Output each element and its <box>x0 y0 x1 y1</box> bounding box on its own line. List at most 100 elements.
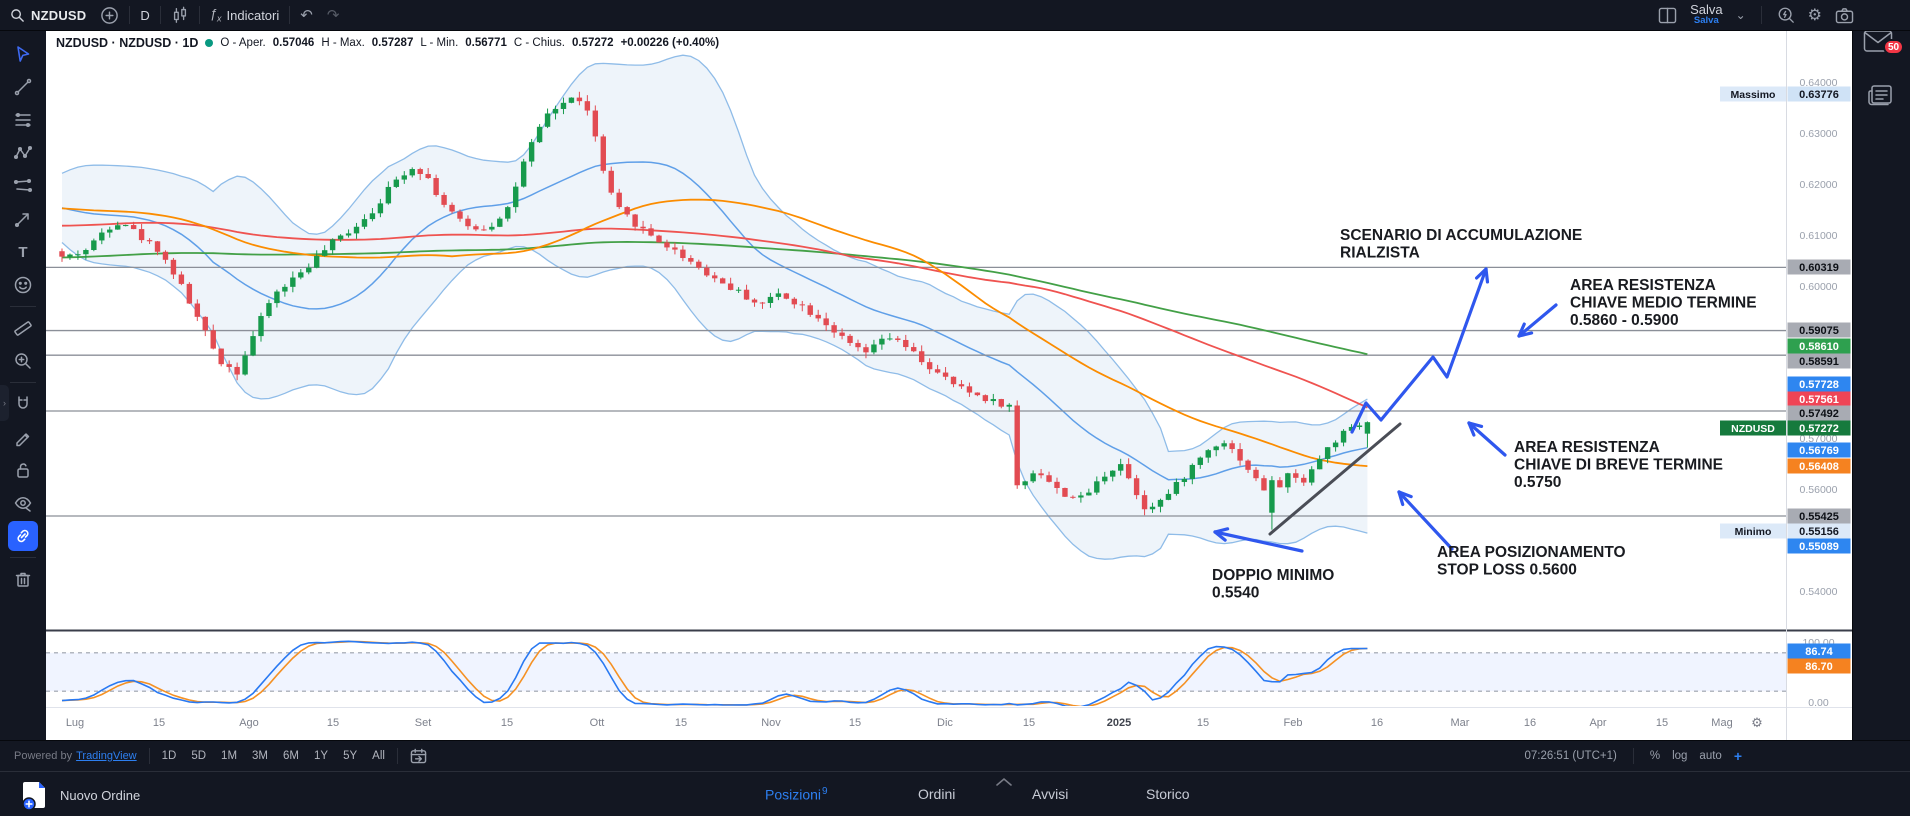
x-axis-label[interactable]: 15 <box>327 717 339 729</box>
candle <box>154 241 161 252</box>
range-5y-button[interactable]: 5Y <box>343 750 358 762</box>
annotation-resistenza-medio-termine[interactable]: 0.5860 - 0.5900 <box>1570 312 1679 329</box>
arrow-stop-loss[interactable] <box>1397 490 1454 551</box>
arrow-medio-termine[interactable] <box>1517 303 1558 338</box>
sync-link-tool-icon[interactable] <box>8 521 38 551</box>
price-label-text: 0.55089 <box>1799 541 1839 553</box>
range-1m-button[interactable]: 1M <box>221 750 238 762</box>
annotation-doppio-minimo[interactable]: 0.5540 <box>1212 585 1259 602</box>
tradingview-link[interactable]: TradingView <box>76 750 137 762</box>
undo-icon[interactable]: ↶ <box>300 7 313 24</box>
chevron-down-icon[interactable]: ⌄ <box>1735 8 1746 22</box>
lock-tool-icon[interactable] <box>8 455 38 485</box>
candle <box>1014 405 1020 486</box>
annotation-resistenza-breve-termine[interactable]: CHIAVE DI BREVE TERMINE <box>1514 457 1723 474</box>
annotation-resistenza-medio-termine[interactable]: CHIAVE MEDIO TERMINE <box>1570 295 1757 312</box>
arrow-breve-termine[interactable] <box>1467 421 1507 457</box>
settings-gear-icon[interactable]: ⚙ <box>1807 7 1822 24</box>
range-1y-button[interactable]: 1Y <box>314 750 329 762</box>
zoom-in-tool-icon[interactable] <box>8 346 38 376</box>
x-axis-label[interactable]: 15 <box>675 717 687 729</box>
search-icon[interactable] <box>10 8 25 23</box>
range-5d-button[interactable]: 5D <box>191 750 207 762</box>
x-axis-label[interactable]: Feb <box>1284 717 1303 729</box>
x-axis-label[interactable]: 15 <box>1023 717 1035 729</box>
zigzag-rialzista[interactable] <box>1350 267 1490 434</box>
tab-avvisi[interactable]: Avvisi <box>1032 786 1069 802</box>
range-all-button[interactable]: All <box>372 750 385 762</box>
timeframe-button[interactable]: D <box>140 7 150 23</box>
candle <box>75 254 81 256</box>
range-6m-button[interactable]: 6M <box>283 750 299 762</box>
trendline-tool-icon[interactable] <box>8 72 38 102</box>
cursor-tool-icon[interactable] <box>8 39 38 69</box>
magnet-tool-icon[interactable] <box>8 389 38 419</box>
draw-lock-tool-icon[interactable] <box>8 422 38 452</box>
trendline-drawing[interactable] <box>1268 422 1402 536</box>
x-axis-label[interactable]: 15 <box>849 717 861 729</box>
adjust-scale-icon[interactable]: + <box>1733 748 1742 764</box>
symbol-search-button[interactable]: NZDUSD <box>31 7 87 23</box>
quick-search-icon[interactable] <box>1777 6 1795 24</box>
x-axis-label[interactable]: 15 <box>501 717 513 729</box>
percent-scale-button[interactable]: % <box>1649 750 1661 762</box>
x-axis-label[interactable]: Set <box>415 717 432 729</box>
sidebar-expand-handle[interactable]: › <box>0 385 9 421</box>
trash-tool-icon[interactable] <box>8 564 38 594</box>
indicators-button[interactable]: ƒx Indicatori <box>209 6 280 24</box>
fib-tool-icon[interactable] <box>8 105 38 135</box>
x-axis-label[interactable]: Mar <box>1451 717 1470 729</box>
x-axis-label[interactable]: 16 <box>1524 717 1536 729</box>
x-axis-label[interactable]: Dic <box>937 717 953 729</box>
auto-scale-button[interactable]: auto <box>1699 750 1722 762</box>
annotation-scenario-accumulazione[interactable]: SCENARIO DI ACCUMULAZIONE <box>1340 227 1582 244</box>
mail-button[interactable]: 50 <box>1863 29 1905 69</box>
annotation-resistenza-breve-termine[interactable]: AREA RESISTENZA <box>1514 439 1660 456</box>
ruler-tool-icon[interactable] <box>8 313 38 343</box>
tab-posizioni[interactable]: Posizioni9 <box>765 786 828 803</box>
x-axis-label[interactable]: 15 <box>1656 717 1668 729</box>
annotation-scenario-accumulazione[interactable]: RIALZISTA <box>1340 245 1420 262</box>
log-scale-button[interactable]: log <box>1672 750 1688 762</box>
layout-split-icon[interactable] <box>1658 7 1677 24</box>
arrow-marker-tool-icon[interactable] <box>8 204 38 234</box>
x-axis-label[interactable]: 15 <box>153 717 165 729</box>
candlestick-style-icon[interactable] <box>171 6 189 24</box>
emoji-tool-icon[interactable] <box>8 270 38 300</box>
new-order-button[interactable]: Nuovo Ordine <box>22 780 140 810</box>
annotation-area-stop-loss[interactable]: STOP LOSS 0.5600 <box>1437 562 1577 579</box>
annotation-resistenza-medio-termine[interactable]: AREA RESISTENZA <box>1570 277 1716 294</box>
range-3m-button[interactable]: 3M <box>252 750 269 762</box>
x-axis-label[interactable]: Apr <box>1589 717 1606 729</box>
annotation-area-stop-loss[interactable]: AREA POSIZIONAMENTO <box>1437 544 1626 561</box>
tab-ordini[interactable]: Ordini <box>918 786 956 802</box>
x-axis-label[interactable]: Mag <box>1711 717 1732 729</box>
axis-settings-gear-icon[interactable]: ⚙ <box>1751 715 1763 730</box>
x-axis-label[interactable]: 16 <box>1371 717 1383 729</box>
goto-date-calendar-icon[interactable] <box>410 748 427 764</box>
prediction-tool-icon[interactable] <box>8 171 38 201</box>
pattern-tool-icon[interactable] <box>8 138 38 168</box>
save-button[interactable]: Salva Salva <box>1690 2 1723 26</box>
clock-label[interactable]: 07:26:51 (UTC+1) <box>1524 750 1617 762</box>
text-tool-icon[interactable]: T <box>18 243 28 261</box>
hide-drawings-tool-icon[interactable] <box>8 488 38 518</box>
news-button[interactable] <box>1867 83 1895 114</box>
annotation-doppio-minimo[interactable]: DOPPIO MINIMO <box>1212 567 1334 584</box>
x-axis-label[interactable]: Ago <box>239 717 259 729</box>
range-1d-button[interactable]: 1D <box>161 750 177 762</box>
compare-add-icon[interactable] <box>100 6 119 25</box>
x-axis-label[interactable]: Ott <box>590 717 605 729</box>
camera-icon[interactable] <box>1835 7 1854 24</box>
price-label <box>1787 442 1851 458</box>
tab-storico[interactable]: Storico <box>1146 786 1190 802</box>
x-axis-label[interactable]: Nov <box>761 717 781 729</box>
x-axis-label[interactable]: 15 <box>1197 717 1209 729</box>
arrow-doppio-minimo[interactable] <box>1213 527 1304 553</box>
panel-collapse-chevron[interactable] <box>995 773 1013 791</box>
x-axis-label[interactable]: Lug <box>66 717 84 729</box>
x-axis-label[interactable]: 2025 <box>1107 717 1131 729</box>
redo-icon[interactable]: ↷ <box>326 7 340 24</box>
chart-area[interactable]: NZDUSD · NZDUSD · 1D O - Aper. 0.57046 H … <box>46 31 1852 740</box>
annotation-resistenza-breve-termine[interactable]: 0.5750 <box>1514 474 1561 491</box>
